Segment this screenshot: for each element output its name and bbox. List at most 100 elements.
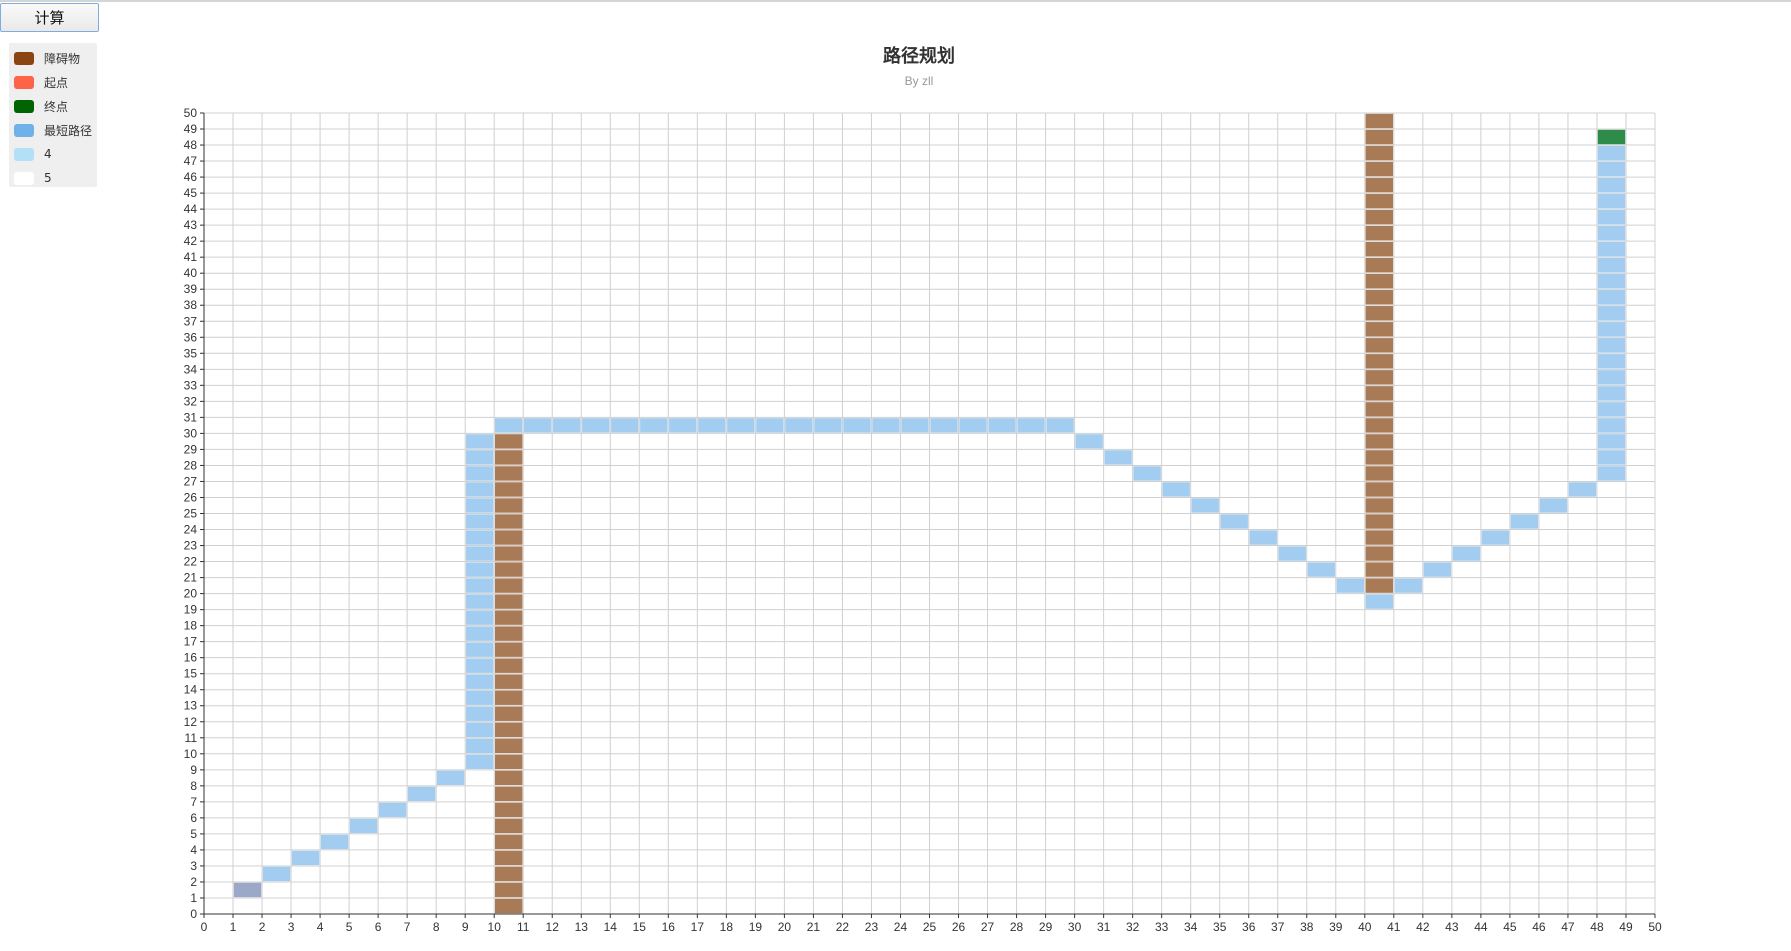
path-cell <box>465 626 494 641</box>
y-tick-label: 28 <box>184 458 198 472</box>
obstacle-cell <box>495 530 523 545</box>
legend-item-obstacle[interactable]: 障碍物 <box>9 46 97 70</box>
path-cell <box>1017 418 1045 433</box>
path-cell <box>1597 466 1626 481</box>
path-cell <box>465 466 494 481</box>
obstacle-cell <box>495 450 523 465</box>
y-tick-label: 17 <box>184 635 198 649</box>
x-tick-label: 41 <box>1387 920 1401 934</box>
obstacle-cell <box>495 482 523 497</box>
obstacle-cell <box>1365 498 1394 513</box>
obstacle-cell <box>1365 370 1394 385</box>
x-tick-label: 33 <box>1155 920 1169 934</box>
x-tick-label: 17 <box>691 920 705 934</box>
x-tick-label: 11 <box>517 920 530 934</box>
path-cell <box>814 418 842 433</box>
obstacle-cell <box>1365 530 1394 545</box>
obstacle-cell <box>495 466 523 481</box>
path-cell <box>1597 257 1626 273</box>
path-cell <box>1597 434 1626 449</box>
path-cell <box>524 418 552 433</box>
calculate-button[interactable]: 计算 <box>0 3 99 32</box>
obstacle-cell <box>1365 129 1394 145</box>
obstacle-cell <box>495 866 523 882</box>
chart-subtitle: By zll <box>905 74 934 88</box>
obstacle-cell <box>495 578 523 593</box>
y-tick-label: 50 <box>184 106 198 120</box>
y-tick-label: 18 <box>184 619 198 633</box>
y-tick-label: 33 <box>184 378 198 392</box>
obstacle-cell <box>495 882 523 898</box>
path-cell <box>1597 322 1626 337</box>
path-cell <box>1597 177 1626 193</box>
legend-item-4[interactable]: 4 <box>9 142 97 166</box>
x-tick-label: 50 <box>1648 920 1662 934</box>
path-cell <box>1423 562 1452 577</box>
y-tick-label: 15 <box>184 667 198 681</box>
x-tick-label: 43 <box>1445 920 1459 934</box>
legend-item-start[interactable]: 起点 <box>9 70 97 94</box>
y-tick-label: 37 <box>184 314 198 328</box>
obstacle-cell <box>1365 177 1394 193</box>
path-cell <box>465 498 494 513</box>
y-tick-label: 0 <box>190 907 197 921</box>
y-tick-label: 10 <box>184 747 198 761</box>
legend-item-5[interactable]: 5 <box>9 166 97 190</box>
path-cell <box>465 546 494 561</box>
y-tick-label: 25 <box>184 507 198 521</box>
path-cell <box>465 642 494 657</box>
obstacle-cell <box>1365 354 1394 369</box>
y-tick-label: 34 <box>184 362 198 376</box>
path-cell <box>1249 530 1277 545</box>
x-tick-label: 15 <box>633 920 647 934</box>
x-tick-label: 32 <box>1126 920 1140 934</box>
legend-item-shortest-path[interactable]: 最短路径 <box>9 118 97 142</box>
legend-label: 最短路径 <box>44 123 93 138</box>
path-cell <box>436 770 465 786</box>
path-cell <box>1597 370 1626 385</box>
path-cell <box>1597 225 1626 241</box>
obstacle-cell <box>495 690 523 705</box>
legend-item-end[interactable]: 终点 <box>9 94 97 118</box>
path-cell <box>727 418 755 433</box>
x-tick-label: 30 <box>1068 920 1082 934</box>
obstacle-cell <box>495 594 523 609</box>
obstacle-cell <box>1365 257 1394 273</box>
path-cell <box>465 738 494 753</box>
x-tick-label: 1 <box>230 920 237 934</box>
path-cell <box>959 418 987 433</box>
obstacle-cell <box>495 818 523 834</box>
x-tick-label: 25 <box>923 920 937 934</box>
path-cell <box>465 562 494 577</box>
x-tick-label: 13 <box>575 920 589 934</box>
path-cell <box>1597 145 1626 161</box>
x-tick-label: 45 <box>1503 920 1517 934</box>
path-cell <box>1597 193 1626 209</box>
path-cell <box>640 418 668 433</box>
legend-swatch <box>14 99 34 113</box>
y-tick-label: 39 <box>184 282 198 296</box>
legend: 障碍物 起点 终点 最短路径 4 5 <box>9 43 97 187</box>
legend-label: 终点 <box>44 99 69 114</box>
x-tick-label: 21 <box>807 920 821 934</box>
y-tick-label: 12 <box>184 715 198 729</box>
path-cell <box>872 418 900 433</box>
end-cell <box>1597 129 1626 145</box>
y-tick-label: 21 <box>184 571 198 585</box>
obstacle-cell <box>495 706 523 721</box>
x-tick-label: 36 <box>1242 920 1256 934</box>
y-tick-label: 35 <box>184 346 198 360</box>
obstacle-cell <box>1365 418 1394 433</box>
path-cell <box>465 658 494 673</box>
y-tick-label: 1 <box>190 891 197 905</box>
y-tick-label: 42 <box>184 234 198 248</box>
obstacle-cell <box>495 770 523 786</box>
path-cell <box>1597 274 1626 289</box>
obstacle-cell <box>1365 546 1394 561</box>
path-cell <box>1307 562 1335 577</box>
path-cell <box>1220 514 1248 529</box>
path-cell <box>465 530 494 545</box>
path-cell <box>1597 290 1626 305</box>
path-cell <box>262 866 291 882</box>
path-cell <box>1568 482 1597 497</box>
